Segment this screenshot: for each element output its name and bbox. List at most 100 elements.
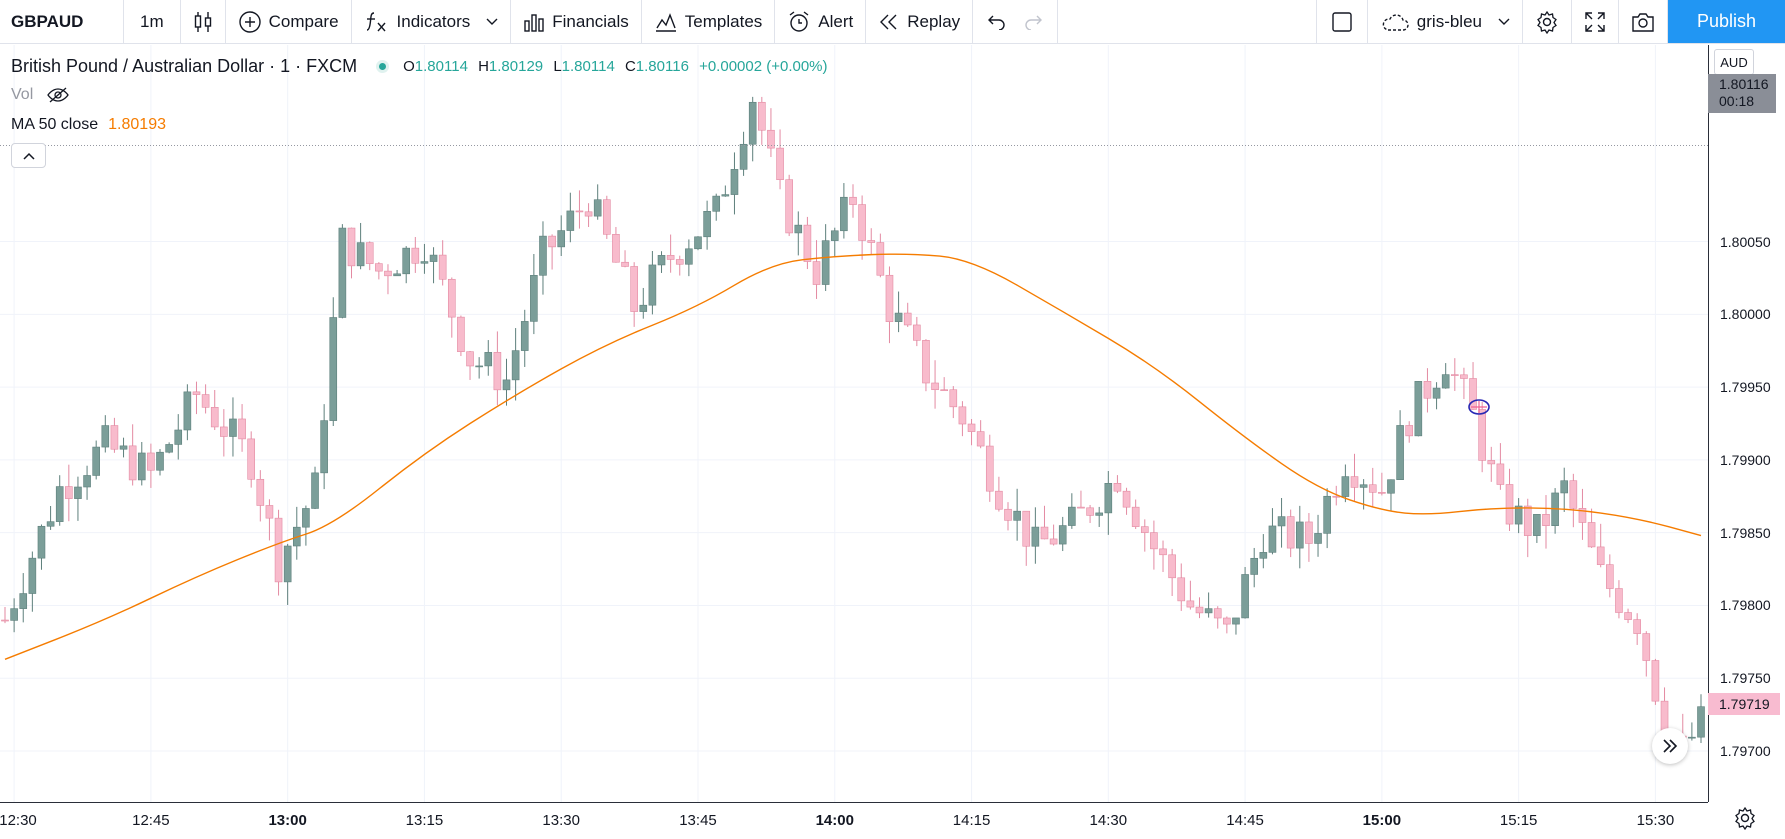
- candles-icon: [194, 11, 211, 32]
- bar-countdown: 00:18: [1719, 93, 1755, 109]
- candle: [65, 464, 73, 522]
- undo-button[interactable]: [973, 0, 1015, 43]
- candle-body: [1077, 506, 1085, 509]
- candle-body: [1624, 612, 1632, 620]
- candle: [1049, 524, 1058, 546]
- time-axis[interactable]: 12:30 12:45 13:00 13:15 13:30 13:45 14:00 14:15…: [0, 802, 1708, 839]
- collapse-legend-button[interactable]: [11, 143, 46, 168]
- candle: [639, 287, 648, 319]
- price-tick: 1.80050: [1720, 233, 1771, 250]
- bar-chart-icon: [524, 13, 544, 32]
- candle-body: [1587, 522, 1596, 548]
- candle: [876, 233, 885, 278]
- candle-body: [302, 508, 310, 528]
- templates-button[interactable]: Templates: [642, 0, 776, 43]
- scroll-to-realtime-button[interactable]: [1652, 728, 1688, 764]
- price-axis[interactable]: 1.80050 1.80000 1.79950 1.79900 1.79850 1.798…: [1708, 45, 1785, 802]
- candle-body: [630, 266, 638, 312]
- symbol-search[interactable]: GBPAUD: [0, 0, 124, 43]
- candle-body: [785, 179, 793, 234]
- layout-select-button[interactable]: [1315, 0, 1368, 43]
- alert-button[interactable]: Alert: [775, 0, 867, 43]
- rewind-icon: [880, 14, 897, 29]
- candle: [192, 381, 201, 415]
- candle: [19, 573, 28, 623]
- candle: [265, 499, 274, 541]
- candle-body: [1341, 476, 1350, 497]
- compare-button[interactable]: Compare: [226, 0, 352, 43]
- candle-body: [247, 438, 255, 480]
- candle-body: [1615, 588, 1623, 613]
- fullscreen-button[interactable]: [1572, 0, 1619, 43]
- candle-body: [1396, 425, 1404, 480]
- candle: [958, 401, 967, 437]
- volume-legend[interactable]: Vol: [11, 86, 70, 104]
- candle-body: [1031, 526, 1040, 547]
- candle-body: [1569, 480, 1578, 509]
- candle-body: [694, 236, 702, 250]
- compare-label: Compare: [268, 11, 339, 31]
- chevron-up-icon: [22, 152, 35, 160]
- candle: [1350, 453, 1359, 502]
- low-key: L: [553, 58, 562, 75]
- publish-button[interactable]: Publish: [1668, 0, 1785, 43]
- candle-body: [320, 420, 328, 474]
- candle-body: [1195, 606, 1204, 614]
- chart-type-button[interactable]: [181, 0, 226, 43]
- replay-button[interactable]: Replay: [866, 0, 974, 43]
- ma-legend[interactable]: MA 50 close 1.80193: [11, 116, 166, 134]
- candle-body: [539, 235, 547, 276]
- candle-body: [1496, 463, 1505, 485]
- candle: [92, 440, 100, 480]
- candle: [365, 241, 374, 271]
- layout-name-button[interactable]: gris-bleu: [1368, 0, 1523, 43]
- candle-body: [201, 394, 210, 408]
- time-tick: 14:00: [815, 812, 854, 829]
- interval-button[interactable]: 1m: [124, 0, 181, 43]
- ma-value: 1.80193: [108, 116, 166, 133]
- candle-body: [721, 194, 730, 197]
- candle: [256, 470, 265, 522]
- candle-body: [1113, 483, 1122, 492]
- candle: [37, 524, 46, 570]
- candle-body: [229, 418, 237, 437]
- candle: [666, 234, 675, 273]
- candle-body: [1350, 476, 1359, 488]
- redo-button[interactable]: [1015, 0, 1059, 43]
- price-tick: 1.79950: [1720, 379, 1771, 396]
- candle: [511, 328, 520, 401]
- axis-currency[interactable]: AUD: [1714, 49, 1754, 75]
- candle-body: [1578, 508, 1587, 523]
- layout-name-label: gris-bleu: [1416, 11, 1482, 31]
- candle-body: [311, 472, 319, 509]
- eye-off-icon[interactable]: [47, 87, 70, 103]
- candle-body: [776, 147, 784, 180]
- candle: [420, 243, 429, 274]
- candle-body: [1095, 512, 1103, 516]
- candle-body: [685, 248, 693, 265]
- candle-body: [648, 264, 657, 306]
- snapshot-button[interactable]: [1619, 0, 1668, 43]
- candle-body: [1186, 600, 1195, 608]
- candle: [967, 418, 976, 446]
- candle-body: [1295, 521, 1304, 549]
- settings-button[interactable]: [1523, 0, 1572, 43]
- candle-body: [557, 230, 566, 248]
- time-tick: 13:15: [405, 812, 444, 829]
- candle: [1086, 504, 1094, 523]
- financials-button[interactable]: Financials: [511, 0, 642, 43]
- gear-icon[interactable]: [1733, 806, 1757, 830]
- toolbar-spacer: [1058, 0, 1316, 43]
- candle: [1505, 468, 1514, 531]
- candle: [840, 183, 848, 239]
- main-series-legend[interactable]: British Pound / Australian Dollar · 1 · …: [11, 56, 828, 77]
- candle-body: [83, 475, 91, 488]
- candle: [612, 226, 620, 263]
- indicators-button[interactable]: Indicators: [352, 0, 512, 43]
- close-price-label: 1.79719: [1708, 693, 1780, 715]
- price-chart[interactable]: [0, 45, 1708, 802]
- candle-body: [840, 196, 848, 232]
- indicators-label: Indicators: [396, 11, 471, 31]
- ma-label: MA 50 close: [11, 116, 99, 133]
- time-tick: 13:45: [679, 812, 717, 829]
